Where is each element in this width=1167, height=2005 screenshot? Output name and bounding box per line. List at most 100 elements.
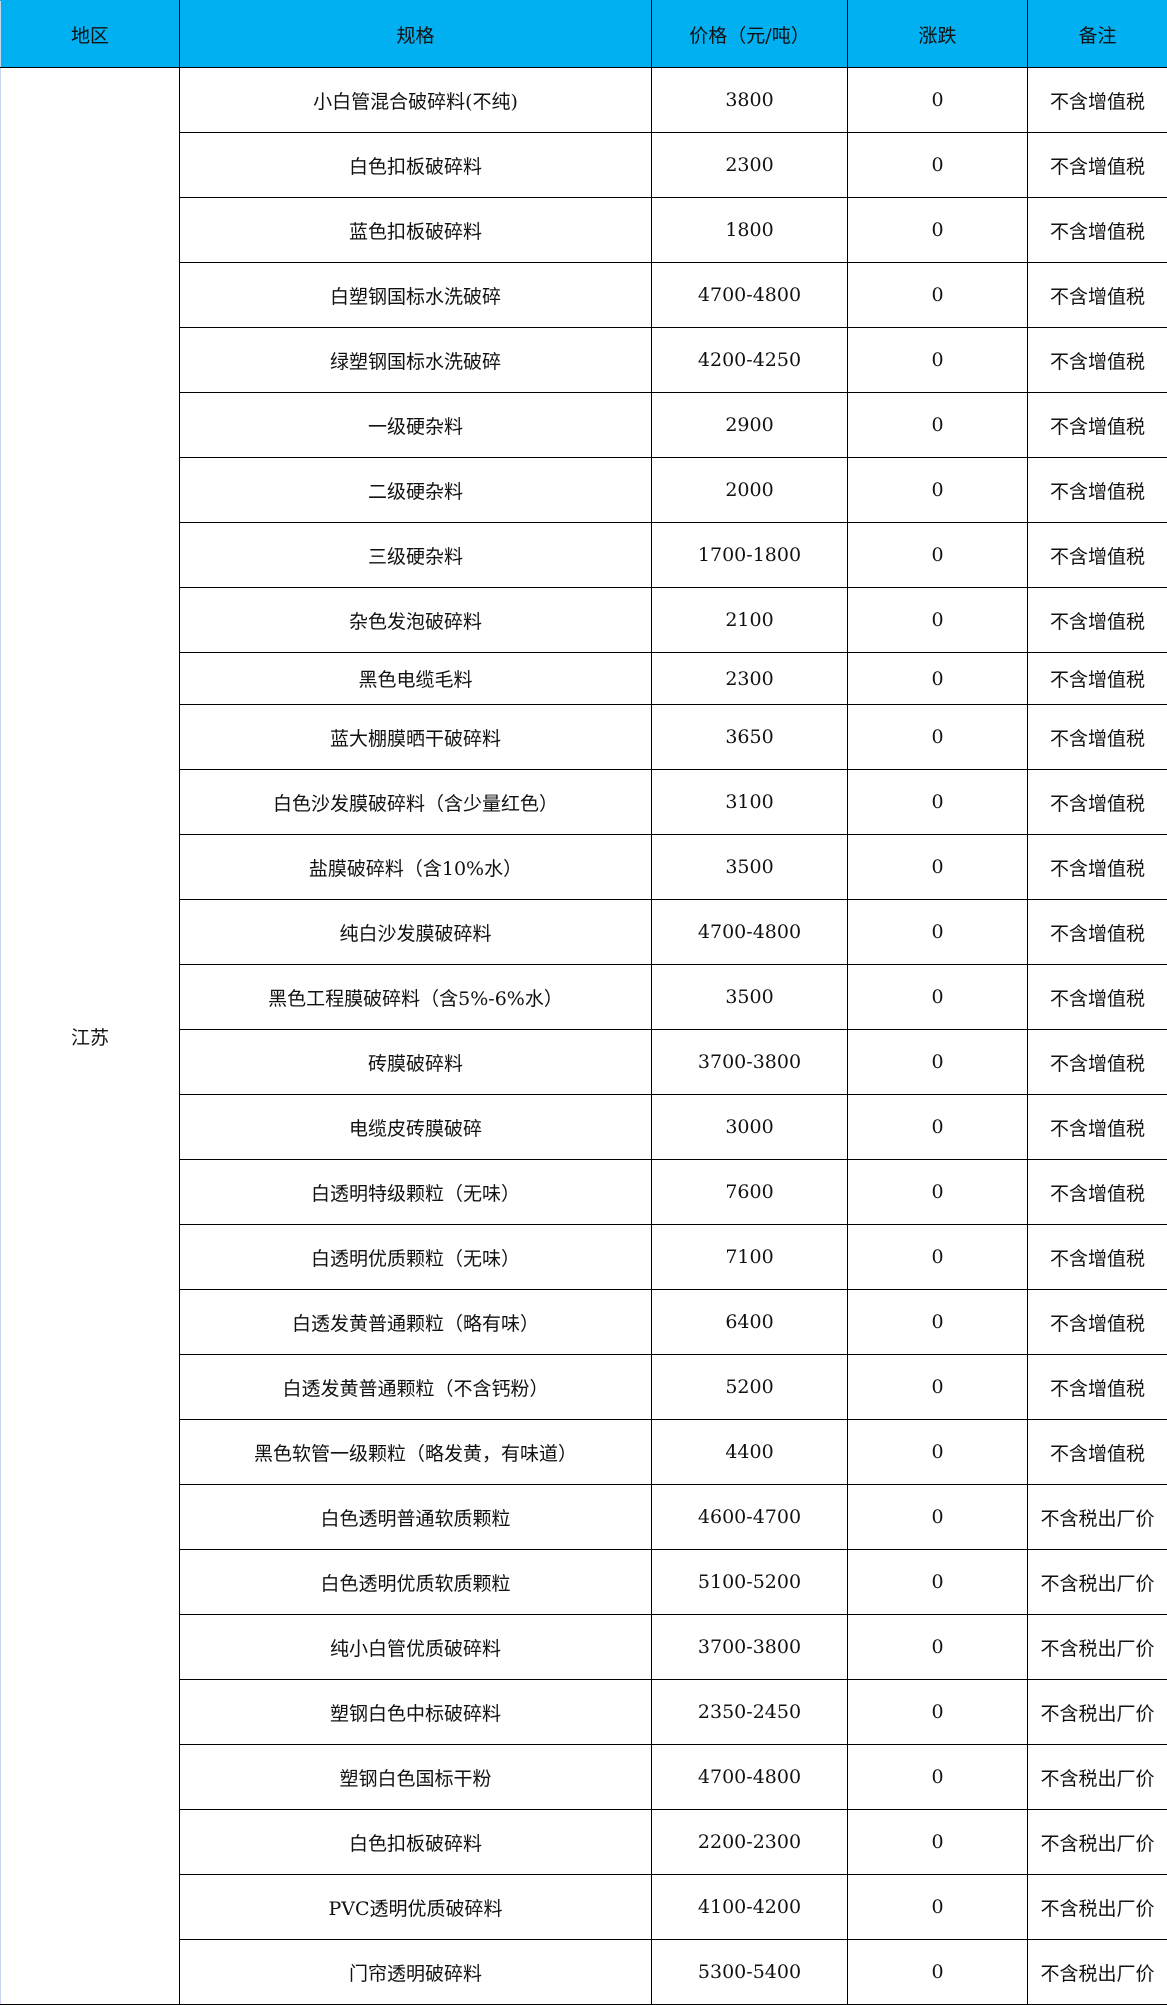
change-cell: 0 bbox=[848, 653, 1028, 705]
change-cell: 0 bbox=[848, 263, 1028, 328]
spec-cell: 白色沙发膜破碎料（含少量红色） bbox=[180, 770, 652, 835]
note-cell: 不含税出厂价 bbox=[1028, 1745, 1167, 1810]
spec-cell: 绿塑钢国标水洗破碎 bbox=[180, 328, 652, 393]
note-cell: 不含增值税 bbox=[1028, 835, 1167, 900]
note-cell: 不含增值税 bbox=[1028, 523, 1167, 588]
price-cell: 5200 bbox=[652, 1355, 848, 1420]
note-cell: 不含增值税 bbox=[1028, 1160, 1167, 1225]
change-cell: 0 bbox=[848, 1875, 1028, 1940]
price-cell: 4600-4700 bbox=[652, 1485, 848, 1550]
region-cell: 江苏 bbox=[1, 68, 180, 2005]
note-cell: 不含增值税 bbox=[1028, 393, 1167, 458]
price-cell: 3500 bbox=[652, 835, 848, 900]
spec-cell: 白色透明优质软质颗粒 bbox=[180, 1550, 652, 1615]
spec-cell: 盐膜破碎料（含10%水） bbox=[180, 835, 652, 900]
price-cell: 7100 bbox=[652, 1225, 848, 1290]
spec-cell: 白色透明普通软质颗粒 bbox=[180, 1485, 652, 1550]
change-cell: 0 bbox=[848, 1290, 1028, 1355]
note-cell: 不含增值税 bbox=[1028, 133, 1167, 198]
price-cell: 3800 bbox=[652, 68, 848, 133]
price-cell: 2300 bbox=[652, 133, 848, 198]
spec-cell: 塑钢白色中标破碎料 bbox=[180, 1680, 652, 1745]
spec-cell: 黑色软管一级颗粒（略发黄，有味道） bbox=[180, 1420, 652, 1485]
note-cell: 不含增值税 bbox=[1028, 900, 1167, 965]
note-cell: 不含增值税 bbox=[1028, 965, 1167, 1030]
note-cell: 不含增值税 bbox=[1028, 653, 1167, 705]
header-change: 涨跌 bbox=[848, 1, 1028, 68]
change-cell: 0 bbox=[848, 1615, 1028, 1680]
change-cell: 0 bbox=[848, 328, 1028, 393]
note-cell: 不含增值税 bbox=[1028, 1355, 1167, 1420]
price-cell: 5300-5400 bbox=[652, 1940, 848, 2005]
price-cell: 6400 bbox=[652, 1290, 848, 1355]
price-cell: 3700-3800 bbox=[652, 1030, 848, 1095]
note-cell: 不含增值税 bbox=[1028, 1095, 1167, 1160]
price-cell: 2000 bbox=[652, 458, 848, 523]
price-cell: 3500 bbox=[652, 965, 848, 1030]
price-cell: 2100 bbox=[652, 588, 848, 653]
price-cell: 4700-4800 bbox=[652, 1745, 848, 1810]
change-cell: 0 bbox=[848, 588, 1028, 653]
header-spec: 规格 bbox=[180, 1, 652, 68]
price-cell: 3100 bbox=[652, 770, 848, 835]
price-cell: 4400 bbox=[652, 1420, 848, 1485]
note-cell: 不含税出厂价 bbox=[1028, 1615, 1167, 1680]
spec-cell: 黑色电缆毛料 bbox=[180, 653, 652, 705]
note-cell: 不含增值税 bbox=[1028, 68, 1167, 133]
price-cell: 2300 bbox=[652, 653, 848, 705]
spec-cell: 二级硬杂料 bbox=[180, 458, 652, 523]
price-cell: 2350-2450 bbox=[652, 1680, 848, 1745]
change-cell: 0 bbox=[848, 705, 1028, 770]
note-cell: 不含税出厂价 bbox=[1028, 1680, 1167, 1745]
note-cell: 不含增值税 bbox=[1028, 263, 1167, 328]
change-cell: 0 bbox=[848, 1160, 1028, 1225]
change-cell: 0 bbox=[848, 1485, 1028, 1550]
price-cell: 1700-1800 bbox=[652, 523, 848, 588]
change-cell: 0 bbox=[848, 1940, 1028, 2005]
spec-cell: 白透明特级颗粒（无味） bbox=[180, 1160, 652, 1225]
change-cell: 0 bbox=[848, 835, 1028, 900]
change-cell: 0 bbox=[848, 523, 1028, 588]
change-cell: 0 bbox=[848, 68, 1028, 133]
change-cell: 0 bbox=[848, 198, 1028, 263]
price-cell: 3700-3800 bbox=[652, 1615, 848, 1680]
spec-cell: 小白管混合破碎料(不纯) bbox=[180, 68, 652, 133]
spec-cell: 白塑钢国标水洗破碎 bbox=[180, 263, 652, 328]
spec-cell: 白透发黄普通颗粒（不含钙粉） bbox=[180, 1355, 652, 1420]
change-cell: 0 bbox=[848, 393, 1028, 458]
note-cell: 不含增值税 bbox=[1028, 588, 1167, 653]
spec-cell: 杂色发泡破碎料 bbox=[180, 588, 652, 653]
change-cell: 0 bbox=[848, 1420, 1028, 1485]
note-cell: 不含税出厂价 bbox=[1028, 1485, 1167, 1550]
price-cell: 7600 bbox=[652, 1160, 848, 1225]
spec-cell: 三级硬杂料 bbox=[180, 523, 652, 588]
spec-cell: 白色扣板破碎料 bbox=[180, 133, 652, 198]
spec-cell: 门帘透明破碎料 bbox=[180, 1940, 652, 2005]
note-cell: 不含税出厂价 bbox=[1028, 1550, 1167, 1615]
change-cell: 0 bbox=[848, 458, 1028, 523]
note-cell: 不含税出厂价 bbox=[1028, 1810, 1167, 1875]
note-cell: 不含增值税 bbox=[1028, 198, 1167, 263]
price-cell: 4700-4800 bbox=[652, 900, 848, 965]
change-cell: 0 bbox=[848, 1095, 1028, 1160]
note-cell: 不含增值税 bbox=[1028, 1290, 1167, 1355]
price-cell: 5100-5200 bbox=[652, 1550, 848, 1615]
spec-cell: 电缆皮砖膜破碎 bbox=[180, 1095, 652, 1160]
change-cell: 0 bbox=[848, 900, 1028, 965]
note-cell: 不含税出厂价 bbox=[1028, 1940, 1167, 2005]
change-cell: 0 bbox=[848, 1550, 1028, 1615]
header-row: 地区 规格 价格（元/吨） 涨跌 备注 bbox=[1, 1, 1167, 68]
change-cell: 0 bbox=[848, 1355, 1028, 1420]
spec-cell: 蓝色扣板破碎料 bbox=[180, 198, 652, 263]
note-cell: 不含增值税 bbox=[1028, 458, 1167, 523]
price-cell: 1800 bbox=[652, 198, 848, 263]
spec-cell: 纯小白管优质破碎料 bbox=[180, 1615, 652, 1680]
spec-cell: 蓝大棚膜晒干破碎料 bbox=[180, 705, 652, 770]
price-cell: 3650 bbox=[652, 705, 848, 770]
header-note: 备注 bbox=[1028, 1, 1167, 68]
header-price: 价格（元/吨） bbox=[652, 1, 848, 68]
header-region: 地区 bbox=[1, 1, 180, 68]
price-cell: 2900 bbox=[652, 393, 848, 458]
